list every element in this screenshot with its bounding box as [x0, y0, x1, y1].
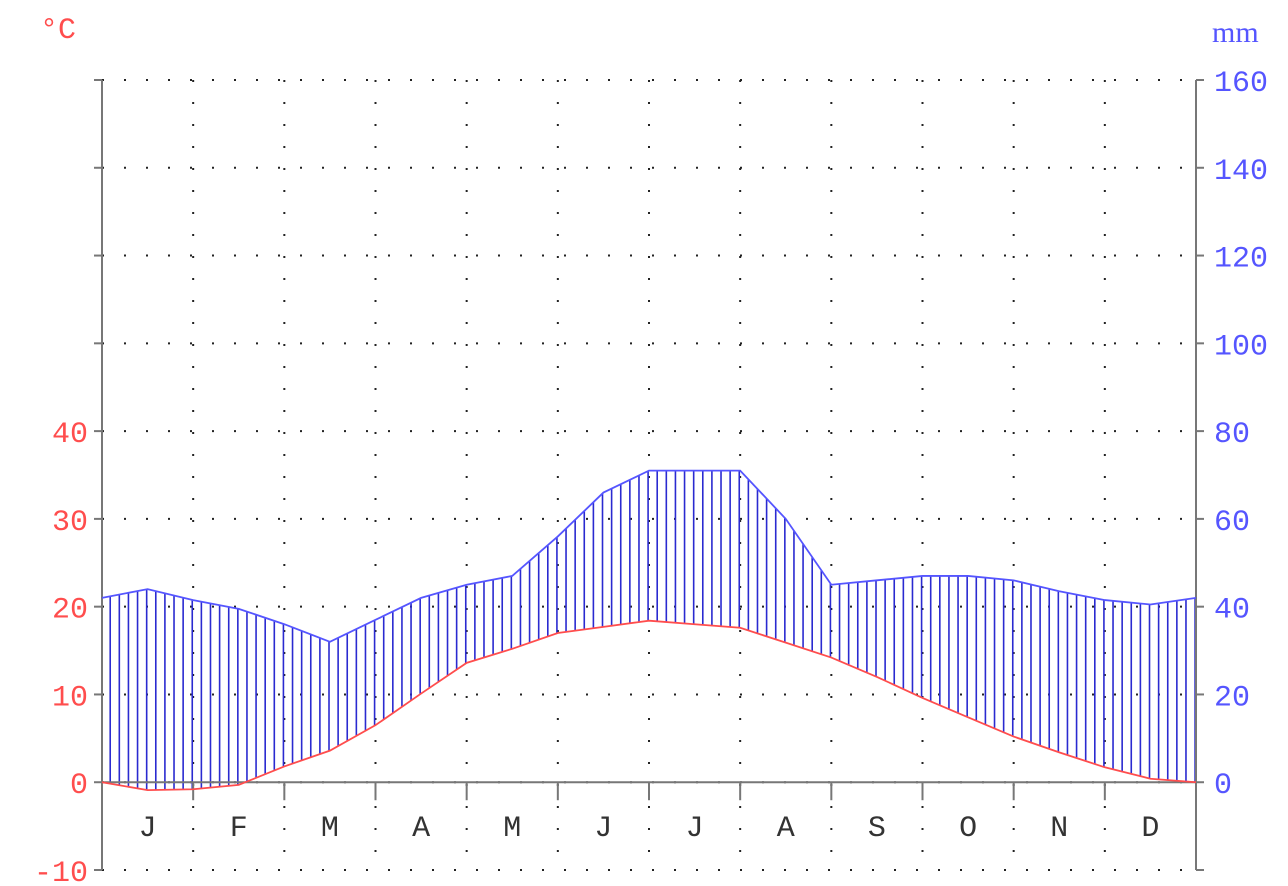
left-tick-label: 0	[70, 769, 88, 803]
month-label: M	[503, 812, 521, 846]
grid	[102, 79, 1196, 871]
left-tick-label: 30	[52, 506, 88, 540]
left-tick-label: 10	[52, 681, 88, 715]
right-tick-label: 120	[1214, 243, 1268, 277]
month-label: A	[412, 812, 430, 846]
right-tick-label: 60	[1214, 506, 1250, 540]
month-label: F	[230, 812, 248, 846]
month-label: J	[139, 812, 157, 846]
temperature-line	[101, 619, 1197, 792]
left-tick-label: -10	[34, 857, 88, 886]
month-label: J	[594, 812, 612, 846]
right-tick-label: 20	[1214, 681, 1250, 715]
month-label: S	[868, 812, 886, 846]
month-label: D	[1141, 812, 1159, 846]
series-lines	[101, 469, 1197, 792]
right-tick-label: 100	[1214, 330, 1268, 364]
month-label: O	[959, 812, 977, 846]
axis-labels: -10 0 10 20 30 40 0 20 40 60 80 100 120 140 160 J F M A M J J…	[34, 67, 1268, 886]
month-label: N	[1050, 812, 1068, 846]
left-axis-unit: °C	[40, 14, 76, 48]
left-tick-label: 20	[52, 594, 88, 628]
right-tick-label: 160	[1214, 67, 1268, 101]
axes	[94, 79, 1204, 871]
precipitation-line	[101, 469, 1197, 643]
right-tick-label: 0	[1214, 769, 1232, 803]
month-label: M	[321, 812, 339, 846]
month-label: A	[777, 812, 795, 846]
right-tick-label: 40	[1214, 594, 1250, 628]
month-label: J	[686, 812, 704, 846]
right-tick-label: 80	[1214, 418, 1250, 452]
right-tick-label: 140	[1214, 155, 1268, 189]
left-tick-label: 40	[52, 418, 88, 452]
right-axis-unit: mm	[1212, 16, 1259, 49]
